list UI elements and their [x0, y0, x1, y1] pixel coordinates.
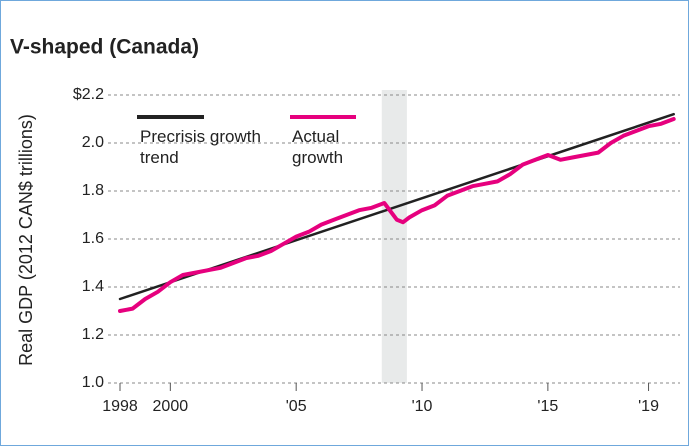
y-axis-label: Real GDP (2012 CAN$ trillions): [16, 114, 36, 366]
recession-shade: [381, 90, 407, 383]
y-tick-label: 1.6: [82, 230, 104, 247]
x-tick-label: '05: [286, 398, 307, 415]
y-tick-label: 1.0: [82, 374, 104, 391]
chart-title: V-shaped (Canada): [10, 36, 199, 59]
x-tick-label: 1998: [102, 398, 138, 415]
x-tick-label: '19: [638, 398, 659, 415]
x-tick-label: '10: [412, 398, 433, 415]
y-tick-label: $2.2: [73, 86, 104, 103]
series-line: [118, 117, 676, 313]
y-tick-label: 1.8: [82, 182, 104, 199]
y-tick-label: 1.2: [82, 326, 104, 343]
x-tick-label: 2000: [153, 398, 189, 415]
y-tick-label: 2.0: [82, 134, 104, 151]
legend-label: Precrisis growth trend: [140, 127, 261, 167]
legend-label: Actual growth: [292, 127, 344, 167]
x-tick-label: '15: [537, 398, 558, 415]
y-tick-label: 1.4: [82, 278, 104, 295]
